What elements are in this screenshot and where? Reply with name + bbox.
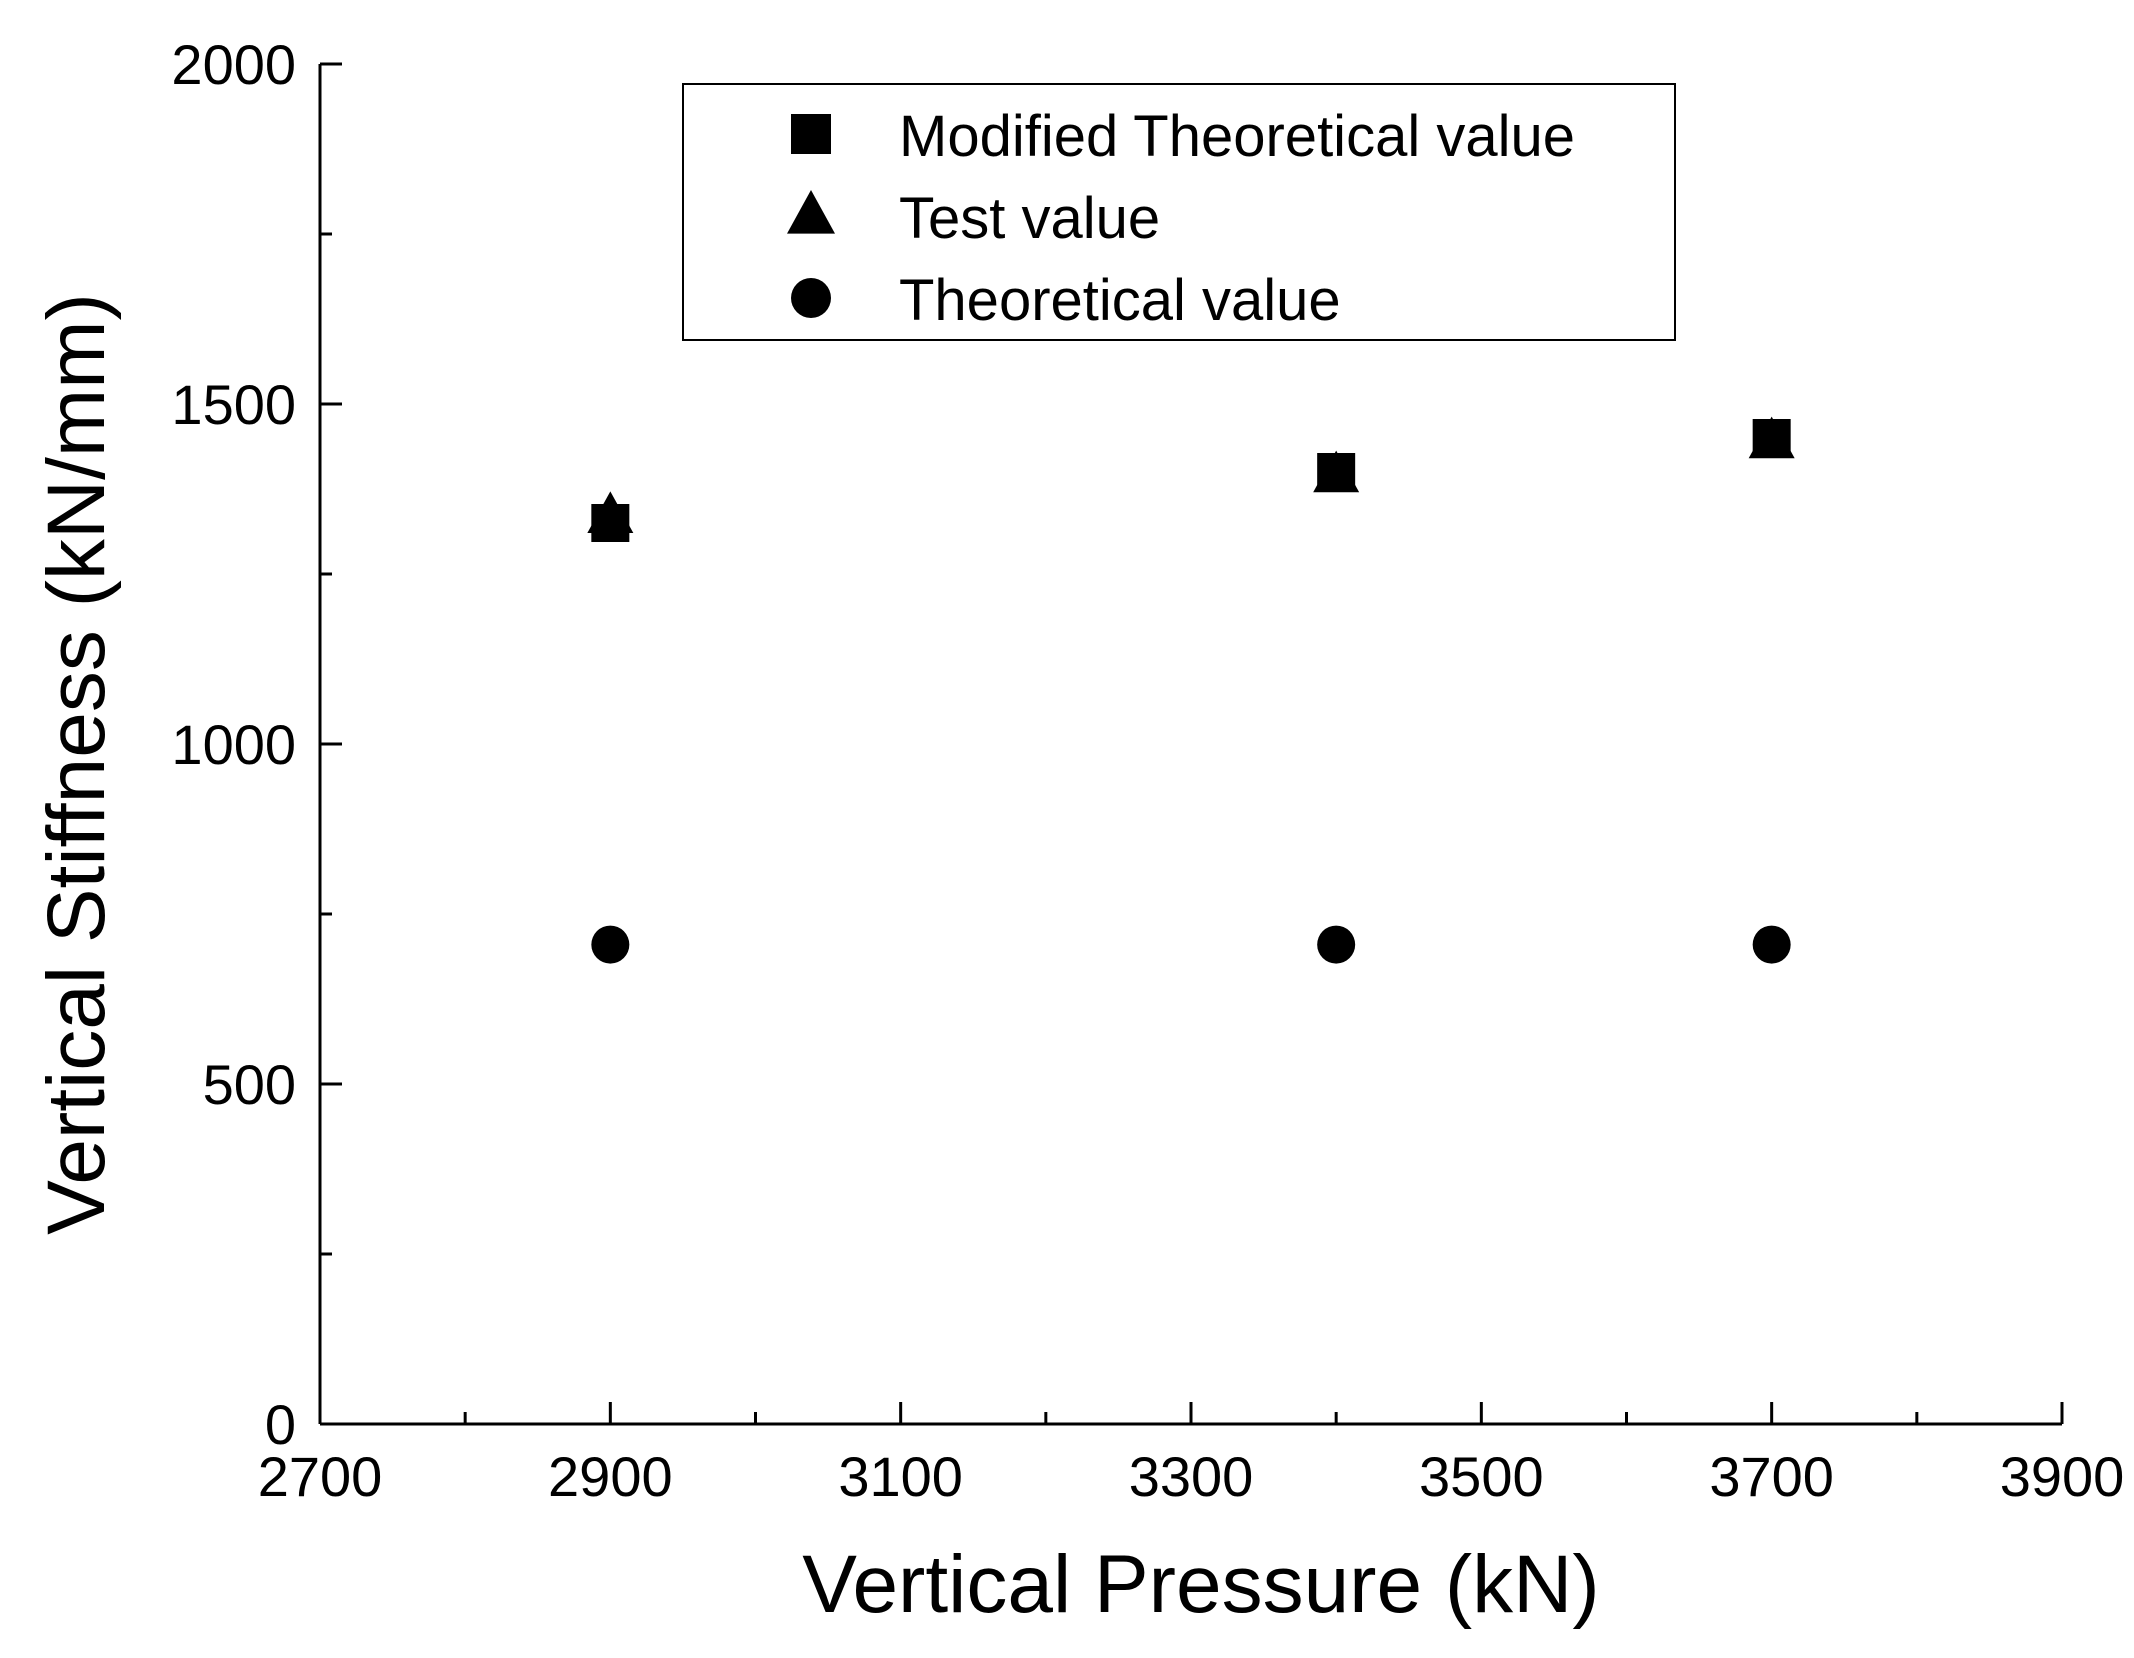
axes: 2700 2900 3100 3300 3500 3700 3900 0 500 1000 1500… bbox=[171, 33, 2124, 1508]
legend-circle-marker bbox=[791, 278, 831, 318]
x-axis-title: Vertical Pressure (kN) bbox=[802, 1539, 1599, 1630]
triangle-marker-point bbox=[587, 491, 634, 533]
y-tick-label: 1500 bbox=[171, 373, 296, 436]
circle-marker-point bbox=[591, 925, 630, 964]
x-tick-label: 3300 bbox=[1129, 1445, 1254, 1508]
legend-square-marker bbox=[791, 114, 831, 154]
x-tick-label: 3900 bbox=[2000, 1445, 2125, 1508]
triangle-marker-point bbox=[1313, 450, 1360, 493]
legend-label: Test value bbox=[899, 186, 1160, 251]
circle-marker-point bbox=[1317, 925, 1356, 964]
x-tick-label: 2900 bbox=[548, 1445, 673, 1508]
legend-label: Theoretical value bbox=[899, 268, 1341, 333]
y-tick-label: 0 bbox=[265, 1393, 296, 1456]
y-tick-label: 500 bbox=[203, 1053, 296, 1116]
x-tick-label: 3700 bbox=[1709, 1445, 1834, 1508]
x-tick-label: 3100 bbox=[838, 1445, 963, 1508]
legend-box bbox=[682, 83, 1676, 341]
y-axis-title: Vertical Stiffness (kN/mm) bbox=[31, 293, 122, 1235]
data-points bbox=[587, 416, 1795, 964]
x-tick-label: 2700 bbox=[258, 1445, 383, 1508]
y-tick-label: 1000 bbox=[171, 713, 296, 776]
legend: Modified Theoretical value Test value Theo… bbox=[682, 83, 1676, 341]
legend-label: Modified Theoretical value bbox=[899, 104, 1575, 169]
triangle-marker-point bbox=[1748, 416, 1795, 459]
x-tick-label: 3500 bbox=[1419, 1445, 1544, 1508]
legend-triangle-marker bbox=[787, 189, 835, 234]
y-tick-label: 2000 bbox=[171, 33, 296, 96]
circle-marker-point bbox=[1752, 925, 1791, 964]
